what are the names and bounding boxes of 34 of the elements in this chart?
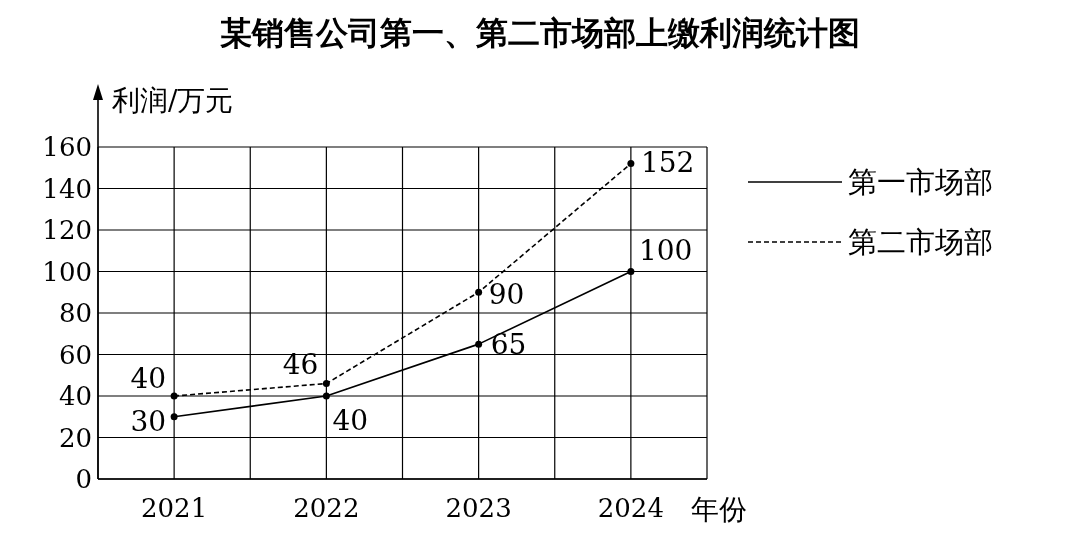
data-label: 46 <box>282 347 319 381</box>
legend-label: 第一市场部 <box>848 165 993 199</box>
point <box>627 160 635 168</box>
data-label: 40 <box>130 362 167 395</box>
y-tick-label: 100 <box>42 256 92 287</box>
data-label: 90 <box>488 278 525 312</box>
point <box>322 392 330 400</box>
data-label: 40 <box>332 404 369 437</box>
y-tick-label: 120 <box>42 215 92 245</box>
x-axis-title: 年份 <box>691 493 747 526</box>
y-tick-label: 60 <box>58 339 92 370</box>
x-tick-label: 2021 <box>141 493 208 523</box>
point <box>322 380 330 388</box>
y-tick-label: 20 <box>58 422 92 453</box>
y-tick-label: 0 <box>75 464 92 494</box>
title: 某销售公司第一、第二市场部上缴利润统计图 <box>220 14 860 52</box>
point <box>170 413 178 421</box>
data-label: 152 <box>640 145 695 179</box>
legend-label: 第二市场部 <box>848 225 993 259</box>
data-label: 30 <box>130 404 167 438</box>
x-tick-label: 2022 <box>293 493 360 523</box>
y-tick-label: 160 <box>42 132 92 162</box>
point <box>627 268 635 275</box>
data-label: 65 <box>490 328 527 362</box>
y-tick-label: 40 <box>58 381 92 411</box>
x-tick-label: 2023 <box>445 493 512 523</box>
y-tick-label: 140 <box>42 173 92 204</box>
point <box>475 340 483 348</box>
y-tick-label: 80 <box>58 298 92 328</box>
point <box>475 288 483 296</box>
data-label: 100 <box>638 233 693 267</box>
y-axis-title: 利润/万元 <box>112 84 234 117</box>
point <box>170 392 178 400</box>
x-tick-label: 2024 <box>597 493 664 523</box>
